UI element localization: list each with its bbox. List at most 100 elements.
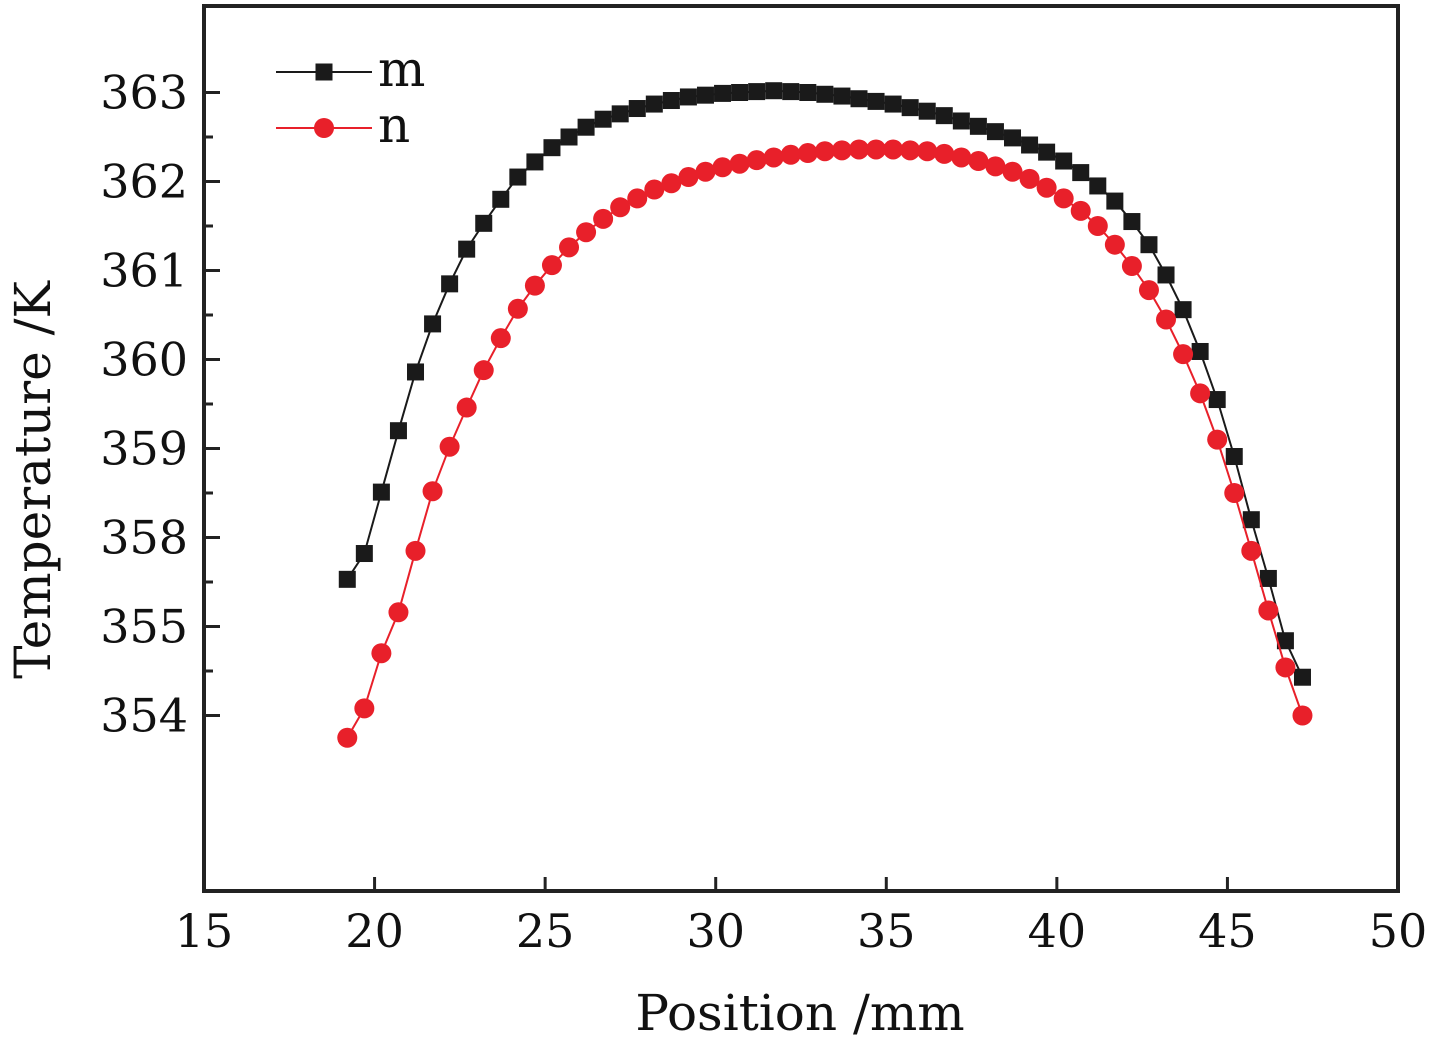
data-point-m	[1123, 213, 1141, 231]
data-point-n	[354, 698, 375, 719]
data-point-m	[1191, 342, 1209, 360]
data-point-m	[867, 92, 885, 110]
x-axis-title: Position /mm	[635, 984, 964, 1040]
data-point-m	[1140, 236, 1158, 254]
data-point-m	[628, 100, 646, 118]
data-point-n	[1138, 280, 1159, 301]
data-point-n	[763, 147, 784, 168]
data-point-m	[594, 110, 612, 128]
data-point-m	[424, 315, 442, 333]
data-point-m	[782, 83, 800, 101]
data-point-m	[969, 117, 987, 135]
data-point-m	[1072, 164, 1090, 182]
data-point-m	[952, 112, 970, 130]
data-point-n	[900, 140, 921, 161]
data-point-n	[1156, 309, 1177, 330]
data-point-n	[780, 144, 801, 165]
data-point-n	[729, 153, 750, 174]
data-point-m	[833, 87, 851, 105]
y-tick-label: 355	[100, 600, 188, 654]
data-point-m	[338, 570, 356, 588]
data-point-n	[934, 143, 955, 164]
data-point-n	[524, 275, 545, 296]
data-point-m	[1225, 448, 1243, 466]
data-point-n	[371, 643, 392, 664]
data-point-m	[1293, 668, 1311, 686]
y-tick-label: 354	[100, 689, 188, 743]
data-point-m	[1055, 152, 1073, 170]
legend-label-m: m	[378, 40, 425, 98]
data-point-n	[1241, 540, 1262, 561]
data-point-m	[475, 214, 493, 232]
data-point-n	[1190, 383, 1211, 404]
data-point-n	[712, 157, 733, 178]
x-tick-label: 15	[175, 904, 234, 958]
data-point-m	[918, 102, 936, 120]
data-point-m	[799, 84, 817, 101]
data-point-n	[1224, 483, 1245, 503]
data-point-n	[627, 188, 648, 209]
data-point-n	[1207, 429, 1228, 450]
data-point-m	[543, 139, 561, 157]
data-point-m	[611, 105, 629, 123]
y-axis-title: Temperature /K	[4, 280, 62, 679]
x-tick-label: 35	[857, 904, 916, 958]
data-point-m	[714, 84, 732, 102]
data-point-m	[696, 86, 714, 104]
data-point-m	[765, 82, 783, 100]
data-point-m	[1242, 511, 1260, 529]
data-point-m	[816, 85, 834, 103]
data-point-m	[577, 118, 595, 136]
data-point-m	[389, 422, 407, 440]
data-point-m	[1089, 177, 1107, 195]
data-point-m	[492, 190, 510, 208]
legend: mn	[276, 40, 425, 154]
y-tick-label: 359	[100, 422, 188, 476]
legend-label-n: n	[378, 96, 410, 154]
data-point-n	[661, 173, 682, 194]
data-point-m	[662, 92, 680, 110]
x-tick-label: 25	[516, 904, 575, 958]
data-point-n	[422, 481, 443, 502]
x-tick-label: 20	[345, 904, 404, 958]
data-point-m	[560, 128, 578, 146]
data-point-n	[797, 143, 818, 164]
data-point-n	[337, 727, 358, 748]
y-tick-label: 358	[100, 511, 188, 565]
data-point-m	[1157, 266, 1175, 284]
data-point-n	[593, 208, 614, 229]
data-point-n	[968, 151, 989, 172]
data-point-m	[645, 95, 663, 113]
data-point-n	[1121, 256, 1142, 277]
data-point-n	[1053, 188, 1074, 209]
data-point-m	[748, 83, 766, 101]
data-point-n	[678, 167, 699, 188]
data-point-m	[1208, 391, 1226, 409]
data-point-n	[848, 139, 869, 160]
data-point-n	[1275, 657, 1296, 678]
data-point-m	[441, 275, 459, 293]
data-point-n	[1036, 177, 1057, 198]
data-point-n	[1292, 705, 1313, 726]
data-point-n	[507, 298, 528, 319]
data-point-m	[1038, 143, 1056, 161]
data-point-m	[1021, 136, 1039, 154]
data-point-m	[1004, 129, 1022, 147]
legend-marker-m	[315, 63, 333, 81]
data-point-n	[1173, 344, 1194, 365]
data-point-n	[473, 360, 494, 381]
data-point-m	[986, 123, 1004, 141]
data-point-n	[917, 141, 938, 162]
x-tick-label: 30	[686, 904, 745, 958]
data-point-n	[866, 139, 887, 160]
y-tick-label: 361	[100, 244, 188, 298]
data-point-m	[850, 90, 868, 108]
data-point-n	[644, 179, 665, 200]
series-layer	[337, 82, 1313, 748]
data-point-n	[576, 222, 597, 243]
data-point-n	[456, 397, 477, 418]
data-point-m	[407, 363, 425, 381]
data-point-n	[439, 436, 460, 457]
